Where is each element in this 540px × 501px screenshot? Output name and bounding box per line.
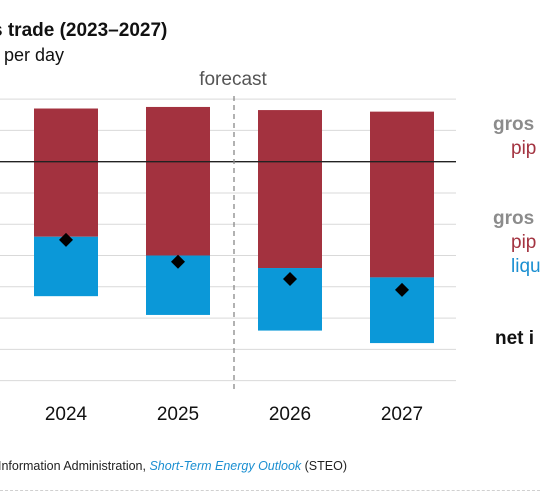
x-tick-label: 2026	[269, 404, 311, 425]
source-prefix: Information Administration,	[0, 459, 150, 473]
legend-pipeline-imports-label: pip	[511, 232, 537, 253]
bar-pipeline-exports	[34, 108, 98, 162]
x-tick-label: 2027	[381, 404, 423, 425]
legend-gross-imports-label: gros	[493, 208, 535, 229]
legend-net-label: net i	[495, 328, 535, 349]
bottom-divider	[0, 490, 540, 491]
x-tick-label: 2024	[45, 404, 88, 425]
source-suffix: (STEO)	[301, 459, 347, 473]
forecast-label: forecast	[199, 69, 267, 90]
net-marker-group	[59, 232, 409, 297]
net-trade-marker	[171, 254, 185, 269]
chart-plot: 2024 2025 2026 2027 forecast	[0, 69, 456, 425]
net-trade-marker	[283, 271, 297, 286]
bar-pipeline-exports	[146, 106, 210, 162]
chart-subtitle: t per day	[0, 45, 65, 65]
legend-pipeline-exports-label: pip	[511, 138, 537, 159]
legend-lng-label: liqu	[511, 256, 540, 277]
x-tick-labels: 2024 2025 2026 2027	[45, 404, 423, 425]
net-trade-marker	[59, 232, 73, 247]
bar-pipeline-imports	[258, 161, 322, 269]
bar-pipeline-imports	[34, 161, 98, 237]
bar-group	[34, 106, 434, 344]
x-tick-label: 2025	[157, 404, 199, 425]
bar-pipeline-exports	[370, 111, 434, 162]
chart-title: s trade (2023–2027)	[0, 20, 168, 41]
source-note: Information Administration, Short-Term E…	[0, 459, 347, 473]
bar-pipeline-imports	[146, 161, 210, 256]
steo-link[interactable]: Short-Term Energy Outlook	[149, 459, 302, 473]
net-trade-marker	[395, 282, 409, 297]
bar-pipeline-imports	[370, 161, 434, 278]
bar-pipeline-exports	[258, 110, 322, 162]
legend-gross-exports-label: gros	[493, 114, 535, 135]
